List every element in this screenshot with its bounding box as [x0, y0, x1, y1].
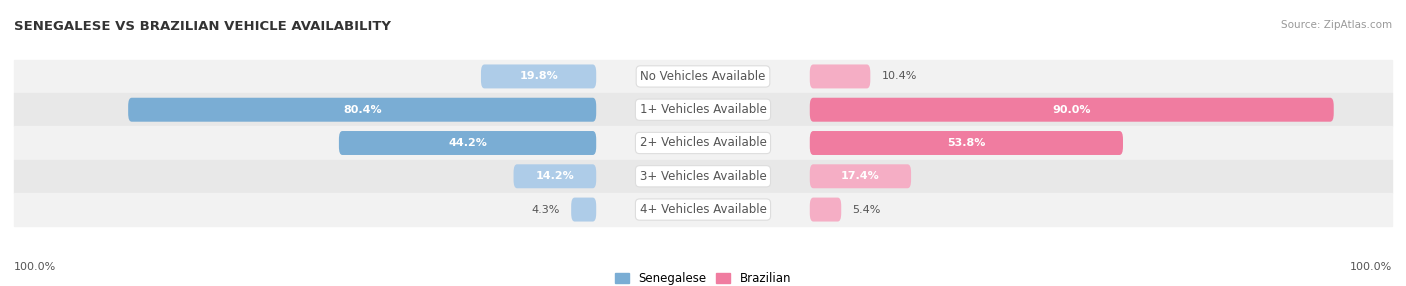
Text: 4.3%: 4.3% [531, 204, 560, 214]
Text: 4+ Vehicles Available: 4+ Vehicles Available [640, 203, 766, 216]
Legend: Senegalese, Brazilian: Senegalese, Brazilian [613, 269, 793, 286]
FancyBboxPatch shape [128, 98, 596, 122]
Text: No Vehicles Available: No Vehicles Available [640, 70, 766, 83]
Text: 14.2%: 14.2% [536, 171, 574, 181]
Text: Source: ZipAtlas.com: Source: ZipAtlas.com [1281, 20, 1392, 30]
Text: 100.0%: 100.0% [1350, 262, 1392, 272]
FancyBboxPatch shape [339, 131, 596, 155]
Bar [14, 93, 1392, 126]
FancyBboxPatch shape [810, 198, 841, 222]
Text: 3+ Vehicles Available: 3+ Vehicles Available [640, 170, 766, 183]
Text: 1+ Vehicles Available: 1+ Vehicles Available [640, 103, 766, 116]
Bar [14, 60, 1392, 93]
Text: 10.4%: 10.4% [882, 72, 917, 82]
Text: 44.2%: 44.2% [449, 138, 486, 148]
Bar [14, 160, 1392, 193]
Text: 5.4%: 5.4% [852, 204, 880, 214]
Text: SENEGALESE VS BRAZILIAN VEHICLE AVAILABILITY: SENEGALESE VS BRAZILIAN VEHICLE AVAILABI… [14, 20, 391, 33]
Text: 80.4%: 80.4% [343, 105, 381, 115]
FancyBboxPatch shape [810, 131, 1123, 155]
Text: 53.8%: 53.8% [948, 138, 986, 148]
FancyBboxPatch shape [571, 198, 596, 222]
FancyBboxPatch shape [513, 164, 596, 188]
Bar [14, 193, 1392, 226]
Text: 100.0%: 100.0% [14, 262, 56, 272]
FancyBboxPatch shape [481, 64, 596, 88]
FancyBboxPatch shape [810, 98, 1334, 122]
FancyBboxPatch shape [810, 64, 870, 88]
Text: 90.0%: 90.0% [1053, 105, 1091, 115]
FancyBboxPatch shape [810, 164, 911, 188]
Bar [14, 126, 1392, 160]
Text: 19.8%: 19.8% [519, 72, 558, 82]
Text: 2+ Vehicles Available: 2+ Vehicles Available [640, 136, 766, 150]
Text: 17.4%: 17.4% [841, 171, 880, 181]
